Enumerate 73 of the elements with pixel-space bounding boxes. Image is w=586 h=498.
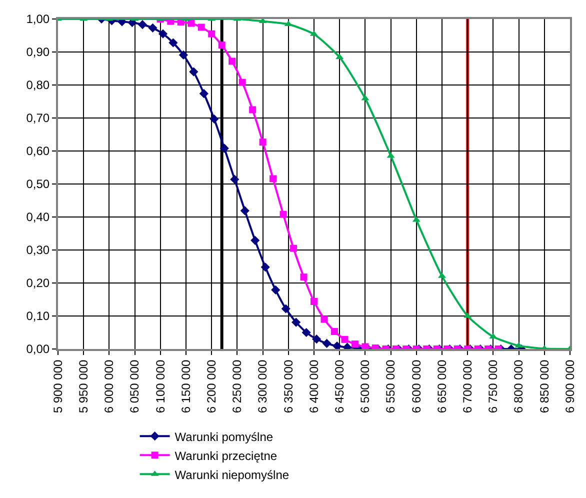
legend-label: Warunki niepomyślne <box>174 468 290 482</box>
x-tick-label: 6 150 000 <box>178 359 193 414</box>
point <box>208 30 216 38</box>
point <box>240 206 250 216</box>
x-tick-label: 6 750 000 <box>486 359 500 414</box>
point <box>168 38 178 48</box>
y-tick-label: 0,70 <box>26 111 50 126</box>
y-tick-label: 0,80 <box>26 78 50 92</box>
x-tick-label: 6 500 000 <box>358 359 372 414</box>
x-tick-label: 6 650 000 <box>434 359 449 414</box>
point <box>260 262 270 272</box>
x-tick-label: 5 950 000 <box>76 359 90 414</box>
legend-label: Warunki pomyślne <box>174 430 274 444</box>
point <box>249 106 256 114</box>
point <box>310 298 318 305</box>
x-tick-label: 6 400 000 <box>306 359 321 414</box>
point <box>259 138 266 146</box>
point <box>199 89 208 98</box>
point <box>198 24 205 31</box>
x-tick-label: 6 800 000 <box>512 359 526 414</box>
y-tick-label: 0,40 <box>26 210 50 224</box>
point <box>270 175 277 182</box>
point <box>489 333 498 339</box>
point <box>290 244 298 252</box>
y-tick-label: 0,10 <box>26 309 50 324</box>
x-tick-label: 6 050 000 <box>128 359 142 414</box>
point <box>320 316 328 323</box>
x-tick-label: 6 200 000 <box>204 359 218 414</box>
point <box>189 67 198 76</box>
point <box>412 216 420 222</box>
point <box>238 78 246 86</box>
point <box>138 20 148 30</box>
point <box>336 54 344 60</box>
x-tick-label: 5 900 000 <box>50 359 65 414</box>
point <box>210 114 219 124</box>
y-tick-label: 0,00 <box>26 342 50 356</box>
x-tick-label: 6 900 000 <box>562 359 577 414</box>
x-tick-label: 6 450 000 <box>332 359 346 414</box>
x-tick-label: 6 000 000 <box>102 359 116 414</box>
point <box>158 29 168 38</box>
point <box>322 338 332 348</box>
legend-label: Warunki przeciętne <box>174 448 278 463</box>
point <box>188 20 195 27</box>
point <box>271 285 280 294</box>
point <box>250 236 260 245</box>
point <box>362 343 369 349</box>
point <box>386 152 395 158</box>
y-tick-label: 0,30 <box>26 243 50 258</box>
point <box>228 58 236 65</box>
point <box>230 174 240 184</box>
y-tick-label: 0,60 <box>26 144 50 158</box>
point <box>281 304 290 314</box>
point <box>220 144 229 153</box>
point <box>178 50 188 60</box>
point <box>292 318 301 327</box>
x-tick-label: 6 350 000 <box>281 359 296 414</box>
y-tick-label: 0,90 <box>26 45 50 60</box>
x-tick-label: 6 850 000 <box>537 359 552 414</box>
point <box>280 210 287 218</box>
point <box>341 336 348 343</box>
point <box>300 274 308 281</box>
y-tick-label: 0,20 <box>26 276 50 290</box>
x-tick-label: 6 100 000 <box>153 359 168 414</box>
point <box>332 341 342 349</box>
point <box>148 23 158 32</box>
point <box>218 42 226 49</box>
y-tick-label: 0,50 <box>26 177 50 192</box>
x-tick-label: 6 600 000 <box>409 359 424 414</box>
x-tick-label: 6 250 000 <box>230 359 244 414</box>
x-tick-label: 6 550 000 <box>384 359 398 414</box>
x-tick-label: 6 300 000 <box>256 359 270 414</box>
x-tick-label: 6 700 000 <box>460 359 474 414</box>
y-tick-label: 1,00 <box>26 12 50 26</box>
